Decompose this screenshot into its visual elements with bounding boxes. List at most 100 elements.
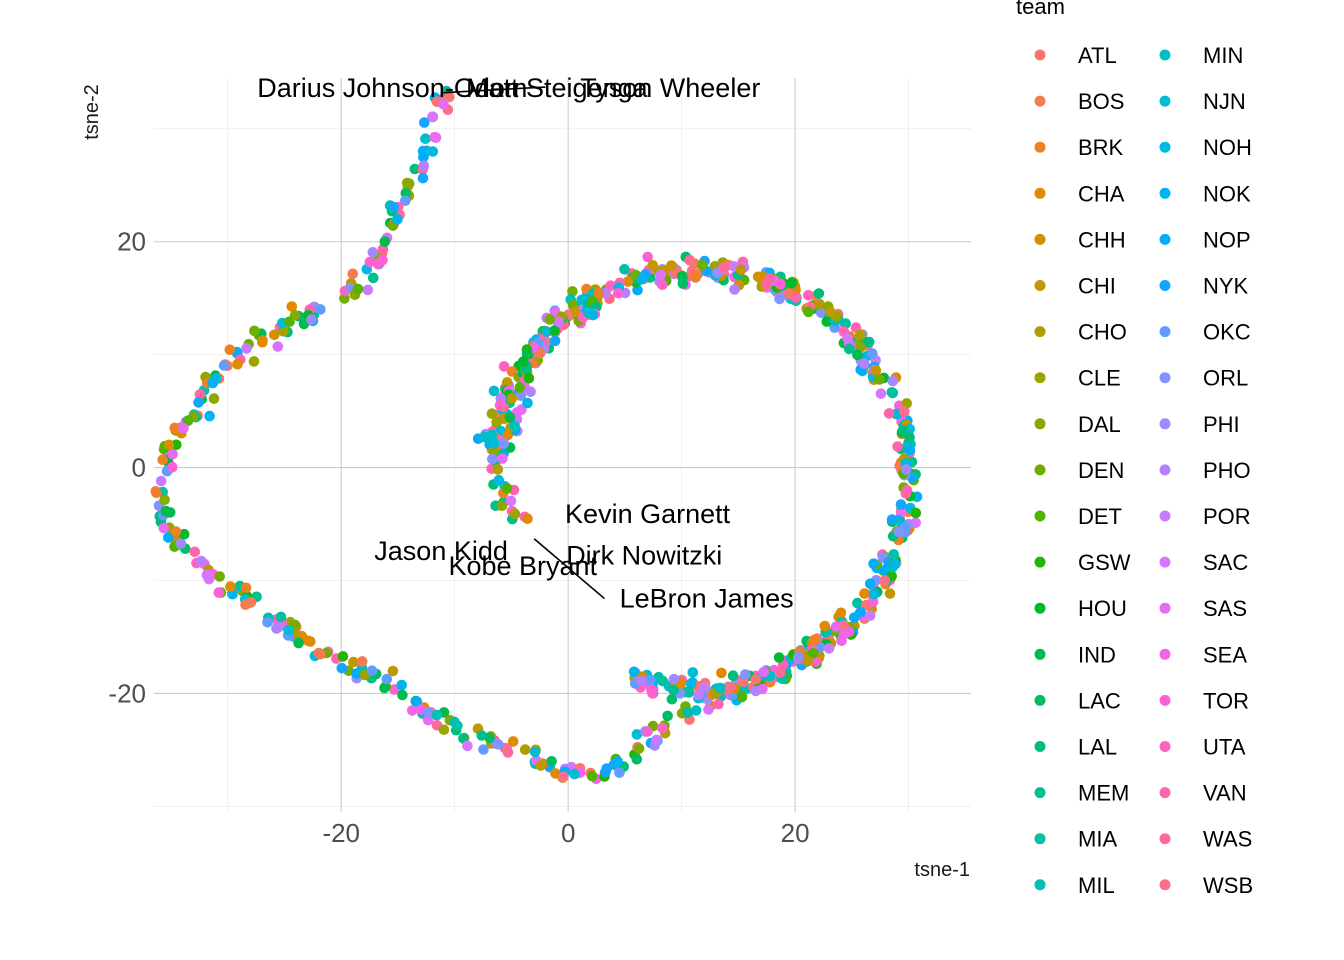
legend-label: DAL	[1078, 412, 1121, 437]
data-point	[884, 588, 896, 599]
legend-key	[1159, 556, 1171, 568]
data-point	[655, 269, 666, 281]
data-point	[396, 679, 408, 691]
data-point	[897, 425, 909, 436]
data-point	[388, 201, 400, 213]
data-point	[697, 259, 708, 271]
legend-key	[1034, 741, 1046, 752]
data-point	[492, 464, 504, 475]
legend-key	[1159, 464, 1171, 476]
legend-label: SAC	[1203, 550, 1248, 575]
data-point	[819, 620, 831, 632]
data-point	[657, 279, 668, 291]
legend-label: MIA	[1078, 827, 1117, 852]
data-point	[505, 495, 517, 507]
data-point	[803, 290, 814, 301]
data-point	[213, 587, 225, 598]
data-point	[514, 382, 525, 393]
data-point	[904, 432, 915, 443]
data-point	[409, 163, 421, 175]
data-point	[248, 356, 260, 367]
data-point	[636, 675, 647, 687]
data-point	[522, 513, 533, 524]
data-point	[167, 448, 178, 460]
data-point	[662, 710, 673, 722]
legend-key	[1034, 280, 1046, 291]
legend-key	[1034, 141, 1046, 153]
legend-label: ATL	[1078, 43, 1117, 68]
legend-key	[1159, 879, 1171, 891]
data-point	[163, 439, 175, 451]
legend-label: LAL	[1078, 735, 1117, 760]
data-point	[159, 494, 170, 506]
data-point	[504, 412, 516, 423]
data-point	[422, 714, 434, 726]
legend-label: MIL	[1078, 873, 1115, 898]
data-point	[257, 336, 268, 348]
data-point	[368, 272, 379, 284]
data-point	[351, 668, 362, 679]
x-tick-label: 0	[561, 818, 575, 848]
data-point	[843, 343, 855, 355]
legend-key	[1034, 326, 1046, 338]
annotation-leader-line	[443, 86, 546, 94]
data-point	[498, 438, 510, 449]
data-point	[225, 581, 236, 592]
data-point	[521, 348, 533, 360]
data-point	[651, 734, 662, 746]
data-point	[362, 284, 374, 296]
data-point	[379, 682, 390, 694]
data-point	[431, 709, 443, 721]
legend-label: CHA	[1078, 181, 1125, 206]
data-point	[900, 464, 912, 475]
data-point	[487, 453, 498, 465]
legend-key	[1159, 141, 1171, 153]
data-point	[286, 301, 298, 312]
data-point	[587, 309, 599, 321]
legend-label: TOR	[1203, 688, 1249, 713]
data-point	[491, 738, 503, 750]
data-point	[838, 629, 850, 640]
data-point	[668, 685, 680, 696]
legend-label: NYK	[1203, 274, 1249, 299]
data-point	[864, 610, 876, 621]
data-point	[549, 335, 561, 347]
x-axis-title: tsne-1	[914, 859, 970, 881]
data-point	[693, 689, 704, 701]
data-point	[807, 648, 819, 659]
legend-label: CHO	[1078, 320, 1127, 345]
data-point	[348, 656, 359, 668]
data-point	[189, 546, 201, 558]
data-point	[491, 417, 502, 428]
annotation-leader-lines	[443, 86, 606, 600]
data-point	[605, 280, 616, 292]
tick-labels: -20 0 20 -20 0 20	[108, 227, 809, 848]
data-point	[278, 325, 289, 337]
data-point	[666, 693, 678, 705]
annotation-label: Kobe Bryant	[448, 551, 597, 581]
data-point	[783, 288, 795, 300]
data-point	[400, 195, 411, 207]
data-point	[367, 247, 379, 258]
data-point	[569, 306, 581, 317]
legend-label: OKC	[1203, 320, 1251, 345]
data-point	[249, 325, 260, 337]
data-point	[631, 729, 643, 740]
data-point	[502, 747, 514, 758]
legend-key	[1159, 418, 1171, 430]
legend-key	[1159, 833, 1171, 845]
data-point	[411, 696, 423, 707]
data-point	[901, 398, 912, 409]
data-point	[666, 260, 677, 271]
data-point	[852, 349, 863, 361]
legend-label: CLE	[1078, 366, 1121, 391]
data-point	[169, 422, 180, 434]
data-point	[612, 287, 624, 299]
data-point	[716, 667, 727, 679]
legend-label: SEA	[1203, 642, 1247, 667]
legend-label: POR	[1203, 504, 1251, 529]
legend-key	[1034, 510, 1046, 522]
legend-key	[1159, 510, 1171, 522]
legend-key	[1159, 741, 1171, 752]
data-point	[647, 260, 658, 271]
